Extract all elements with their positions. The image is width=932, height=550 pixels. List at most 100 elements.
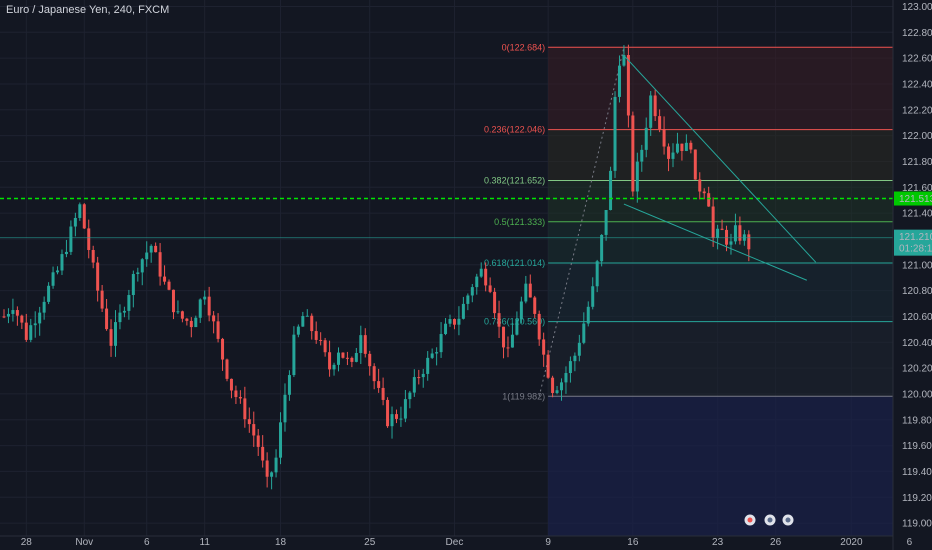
candle-body xyxy=(301,316,305,327)
fib-level-label: 0.382(121.652) xyxy=(484,176,545,186)
candle-body xyxy=(256,435,260,447)
candle-body xyxy=(51,272,55,286)
candle-body xyxy=(568,361,572,374)
candle-body xyxy=(292,334,296,376)
time-axis[interactable]: 28 Nov 6 11 18 25 Dec 9 16 23 26 2020 6 xyxy=(0,535,913,548)
candle-body xyxy=(15,310,19,316)
candle-body xyxy=(42,301,46,313)
time-tick-label: 6 xyxy=(144,537,150,548)
candle-body xyxy=(484,268,488,286)
time-tick-label: 9 xyxy=(545,537,551,548)
candle-body xyxy=(640,149,644,162)
event-markers[interactable] xyxy=(744,514,794,526)
candle-body xyxy=(145,252,149,260)
candle-body xyxy=(354,353,358,362)
price-tick-label: 122.800 xyxy=(902,28,932,39)
candle-body xyxy=(403,399,407,419)
candle-body xyxy=(426,357,430,374)
price-tick-label: 121.800 xyxy=(902,157,932,168)
candle-body xyxy=(91,249,95,263)
candle-body xyxy=(140,259,144,273)
candle-body xyxy=(38,312,42,324)
candle-body xyxy=(96,262,100,291)
wedge-upper-line[interactable] xyxy=(623,55,817,263)
drawings[interactable] xyxy=(0,55,893,281)
candle-body xyxy=(87,228,91,250)
fib-level-label: 1(119.982) xyxy=(502,391,545,401)
candle-body xyxy=(64,251,68,255)
fib-level-label: 0.618(121.014) xyxy=(484,258,545,268)
candle-body xyxy=(332,364,336,370)
price-tick-label: 119.800 xyxy=(902,415,932,426)
candle-body xyxy=(163,276,167,282)
candle-body xyxy=(649,95,653,128)
candle-body xyxy=(243,398,247,420)
fib-level-label: 0.236(122.046) xyxy=(484,125,545,135)
candle-body xyxy=(270,472,274,477)
horizontal-level-label: 121.513 xyxy=(899,194,932,205)
price-axis[interactable]: 123.000 122.800 122.600 122.400 122.200 122.0… xyxy=(892,0,932,550)
candle-body xyxy=(644,127,648,150)
candle-body xyxy=(533,297,537,314)
candle-body xyxy=(564,373,568,383)
candle-body xyxy=(542,339,546,355)
candle-body xyxy=(515,319,519,335)
candle-body xyxy=(408,392,412,400)
candle-body xyxy=(287,375,291,395)
candle-body xyxy=(591,286,595,307)
candle-body xyxy=(252,424,256,436)
candle-body xyxy=(729,241,733,245)
candle-body xyxy=(319,339,323,341)
candle-body xyxy=(24,322,28,340)
candle-body xyxy=(198,299,202,318)
candle-body xyxy=(475,276,479,288)
fibonacci-retracement[interactable]: 0(122.684) 0.236(122.046) 0.382(121.652) 0.… xyxy=(484,42,893,536)
candle-body xyxy=(234,390,238,398)
candle-body xyxy=(154,245,158,253)
candle-body xyxy=(617,65,621,97)
candle-body xyxy=(653,95,657,117)
candle-body xyxy=(675,143,679,153)
candle-body xyxy=(448,319,452,324)
candle-body xyxy=(502,326,506,348)
time-tick-label: 2020 xyxy=(840,537,863,548)
candle-body xyxy=(105,308,109,330)
candle-body xyxy=(390,414,394,427)
price-tick-label: 122.000 xyxy=(902,131,932,142)
candle-body xyxy=(381,387,385,400)
candle-body xyxy=(684,142,688,151)
price-tick-label: 123.000 xyxy=(902,2,932,13)
candles xyxy=(2,44,751,490)
candle-body xyxy=(122,310,126,313)
fib-zone xyxy=(548,262,893,322)
candle-body xyxy=(73,217,77,227)
candle-body xyxy=(109,329,113,346)
candle-body xyxy=(47,285,51,302)
last-price-label: 121.210 xyxy=(899,232,932,243)
price-tick-label: 120.400 xyxy=(902,338,932,349)
candle-body xyxy=(114,322,117,346)
time-tick-label: 23 xyxy=(712,537,724,548)
candle-body xyxy=(203,296,207,300)
event-marker-dot xyxy=(747,517,753,523)
candle-body xyxy=(635,161,639,192)
candle-body xyxy=(359,335,363,354)
candle-body xyxy=(33,323,37,326)
price-tick-label: 120.000 xyxy=(902,389,932,400)
horizontal-level-tag xyxy=(894,191,932,206)
time-tick-label: 25 xyxy=(364,537,376,548)
price-tick-label: 120.600 xyxy=(902,312,932,323)
candle-body xyxy=(430,353,434,358)
time-tick-label: 6 xyxy=(907,537,913,548)
candle-body xyxy=(372,366,376,382)
candle-body xyxy=(698,179,702,192)
candle-body xyxy=(497,313,501,327)
candle-body xyxy=(600,234,604,262)
candle-body xyxy=(488,285,492,292)
candle-body xyxy=(662,129,666,147)
wedge-lower-line[interactable] xyxy=(623,203,807,281)
candle-body xyxy=(2,316,6,318)
candle-body xyxy=(693,149,697,180)
candle-body xyxy=(305,315,309,317)
